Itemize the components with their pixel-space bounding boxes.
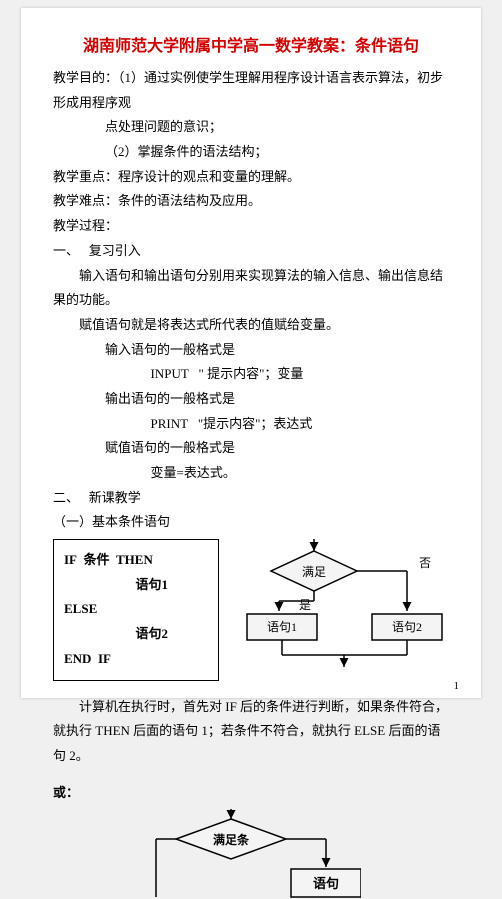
key-line: 教学重点：程序设计的观点和变量的理解。 [53, 165, 449, 190]
goal-line-1: 教学目的：（1）通过实例使学生理解用程序设计语言表示算法，初步形成用程序观 [53, 66, 449, 115]
key-label: 教学重点： [53, 169, 118, 184]
goal-label: 教学目的： [53, 70, 118, 85]
output-code: PRINT "提示内容"；表达式 [53, 412, 449, 437]
output-args: "提示内容"；表达式 [198, 416, 313, 431]
code-line-2: 语句1 [64, 573, 208, 598]
input-format-label: 输入语句的一般格式是 [53, 338, 449, 363]
diff-label: 教学难点： [53, 193, 118, 208]
input-keyword: INPUT [151, 366, 189, 381]
sec1-num: 一、 [53, 243, 79, 258]
assign-code: 变量=表达式。 [53, 461, 449, 486]
flow1-no: 否 [419, 556, 431, 570]
flow1-yes: 是 [299, 598, 311, 612]
code-line-5: END IF [64, 647, 208, 672]
sec2-sub: （一）基本条件语句 [53, 510, 449, 535]
diff-line: 教学难点：条件的语法结构及应用。 [53, 189, 449, 214]
output-keyword: PRINT [151, 416, 189, 431]
kw-if: IF [64, 552, 77, 567]
flowchart-if-else: 满足 否 是 语句1 语句2 [239, 539, 449, 669]
sec2-title: 新课教学 [89, 490, 141, 505]
code-line-1: IF 条件 THEN [64, 548, 208, 573]
explanation-paragraph: 计算机在执行时，首先对 IF 后的条件进行判断，如果条件符合，就执行 THEN … [53, 695, 449, 769]
sec1-line1: 输入语句和输出语句分别用来实现算法的输入信息、输出信息结果的功能。 [53, 264, 449, 313]
key-text: 程序设计的观点和变量的理解。 [118, 169, 300, 184]
flow1-stmt1: 语句1 [267, 620, 297, 634]
kw-end: END [64, 651, 91, 666]
page-title: 湖南师范大学附属中学高一数学教案：条件语句 [53, 32, 449, 56]
sec1-title: 复习引入 [89, 243, 141, 258]
page-number: 1 [454, 680, 460, 692]
flow1-stmt2: 语句2 [392, 620, 422, 634]
output-format-label: 输出语句的一般格式是 [53, 387, 449, 412]
flow1-cond: 满足 [302, 565, 326, 579]
section-1-header: 一、 复习引入 [53, 239, 449, 264]
goal-2: （2）掌握条件的语法结构； [53, 140, 449, 165]
section-2-header: 二、 新课教学 [53, 486, 449, 511]
assign-format-label: 赋值语句的一般格式是 [53, 436, 449, 461]
kw-cond: 条件 [84, 552, 110, 567]
flow2-stmt: 语句 [313, 876, 339, 891]
code-and-flow-row: IF 条件 THEN 语句1 ELSE 语句2 END IF 满足 否 [53, 539, 449, 680]
if-else-code-box: IF 条件 THEN 语句1 ELSE 语句2 END IF [53, 539, 219, 680]
diff-text: 条件的语法结构及应用。 [118, 193, 261, 208]
proc-label: 教学过程： [53, 214, 449, 239]
code-line-4: 语句2 [64, 622, 208, 647]
code-line-3: ELSE [64, 597, 208, 622]
kw-endif: IF [98, 651, 111, 666]
goal-1b: 点处理问题的意识； [53, 115, 449, 140]
flow2-cond: 满足条 [213, 832, 250, 847]
kw-then: THEN [116, 552, 153, 567]
or-label: 或： [53, 781, 449, 806]
document-page: 湖南师范大学附属中学高一数学教案：条件语句 教学目的：（1）通过实例使学生理解用… [21, 8, 481, 698]
sec1-line2: 赋值语句就是将表达式所代表的值赋给变量。 [53, 313, 449, 338]
input-code: INPUT " 提示内容"；变量 [53, 362, 449, 387]
flowchart-2-wrap: 满足条 语句 [53, 809, 449, 899]
flowchart-if-only: 满足条 语句 [141, 809, 361, 899]
sec2-num: 二、 [53, 490, 79, 505]
input-args: " 提示内容"；变量 [199, 366, 304, 381]
